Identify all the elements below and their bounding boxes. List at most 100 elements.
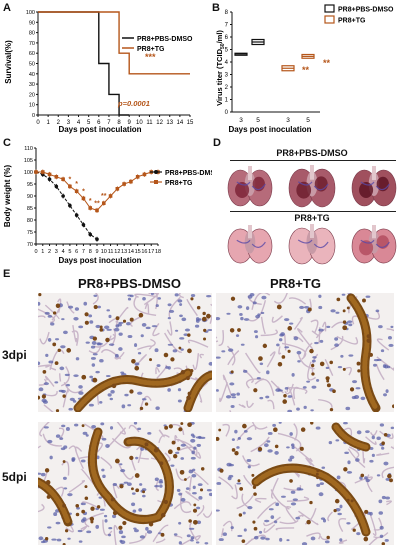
micrograph-tg-5dpi [216,422,394,545]
a-ytick-label: 60 [29,51,35,57]
micro1-nucleus [194,324,200,328]
micro3-nucleus [178,521,182,525]
micro2-nucleus [247,294,253,299]
micro1-strand [206,315,212,324]
micro2-nucleus [259,362,264,366]
micro1-nucleus [145,326,151,330]
micro3-stained-nucleus [112,510,118,516]
micro4-nucleus [379,525,384,530]
micro1-stained-nucleus [129,317,134,322]
micro4-stained-nucleus [343,467,348,472]
micro4-nucleus [295,516,301,520]
micro1-stained-nucleus [55,409,60,412]
micro3-nucleus [132,509,137,513]
survival-chart: Survival(%) Days post inoculation 010203… [4,10,194,134]
micro1-strand [144,303,150,315]
micro1-stained-nucleus [105,337,110,343]
a-ytick-label: 90 [29,20,35,26]
c-star-2: * [82,188,85,195]
micro4-nucleus [344,451,349,455]
micro2-stained-nucleus [357,369,361,373]
micro4-nucleus [267,431,273,435]
micro1-stained-nucleus [138,312,144,318]
micro2-nucleus [365,295,371,298]
micro3-nucleus [178,541,182,545]
micro2-strand [376,338,390,351]
micro4-strand [369,513,377,537]
micro3-nucleus [192,435,196,438]
lung-tg-3 [351,225,397,264]
micro1-stained-nucleus [185,376,190,381]
micro1-strand [92,293,99,305]
a-xtick-label: 11 [146,120,153,126]
micro4-stained-nucleus [219,468,224,473]
micro3-nucleus [192,492,197,495]
body-weight-chart: Body weight (%) Days post inoculation 70… [3,146,212,265]
micro2-nucleus [375,309,380,313]
micro3-strand [152,524,169,543]
micro2-strand [330,335,344,351]
micro4-stained-nucleus [238,513,243,517]
micro2-strand [267,399,275,410]
micro2-nucleus [253,330,258,334]
micro3-stained-nucleus [173,454,178,459]
micro4-stained-nucleus [251,473,255,477]
micro2-nucleus [380,349,385,353]
micro1-stained-nucleus [139,406,144,411]
micro3-nucleus [158,532,162,535]
c-point [61,194,65,198]
a-stars: *** [145,52,156,62]
micro4-strand [263,516,281,527]
micro2-nucleus [316,378,320,382]
micro1-stained-nucleus [81,374,87,380]
micro1-strand [187,339,209,348]
micro4-stained-nucleus [315,472,319,476]
micro3-strand [188,476,193,492]
micro4-nucleus [339,504,343,509]
micro4-nucleus [253,535,259,540]
micro3-stained-nucleus [114,458,120,464]
c-point [81,223,86,227]
micro4-nucleus [381,446,385,450]
micro4-nucleus [236,482,242,485]
micro4-nucleus [371,453,375,458]
micro3-nucleus [80,502,86,506]
micro1-nucleus [48,360,54,364]
a-xtick-label: 2 [57,120,61,126]
c-xlabel: Days post inoculation [58,256,141,265]
micro3-nucleus [190,536,195,540]
micro3-stained-nucleus [129,455,134,461]
micro4-strand [386,500,393,506]
micro4-nucleus [230,526,234,530]
micro4-strand [291,443,313,462]
micro2-stained-nucleus [329,360,334,365]
micro4-nucleus [321,466,326,469]
micro4-nucleus [379,534,384,538]
micro1-stained-nucleus [149,358,153,362]
micro2-stained-nucleus [366,334,371,339]
c-legend-label: PR8+TG [165,180,193,187]
micro4-stained-nucleus [316,476,320,480]
micro3-nucleus [76,506,80,510]
c-point [61,177,65,181]
micro1-nucleus [118,321,124,324]
micro1-nucleus [38,301,41,306]
panel-letter-d: D [213,137,221,149]
micro4-nucleus [296,487,302,491]
micro2-nucleus [230,405,235,408]
a-legend-label: PR8+PBS-DMSO [137,36,193,43]
micro1-nucleus [127,294,132,297]
micro3-nucleus [195,541,200,544]
micro1-nucleus [140,334,144,338]
micro1-nucleus [118,332,123,336]
micro3-stained-nucleus [62,460,66,463]
micro3-nucleus [138,508,143,512]
micro4-nucleus [237,436,241,440]
micro4-nucleus [272,423,277,427]
micro4-nucleus [286,539,290,542]
micro2-nucleus [355,387,361,390]
micro4-nucleus [267,449,273,453]
c-xtick-label: 5 [68,249,71,255]
micro4-stained-nucleus [326,535,330,540]
micro2-stained-nucleus [368,352,373,357]
